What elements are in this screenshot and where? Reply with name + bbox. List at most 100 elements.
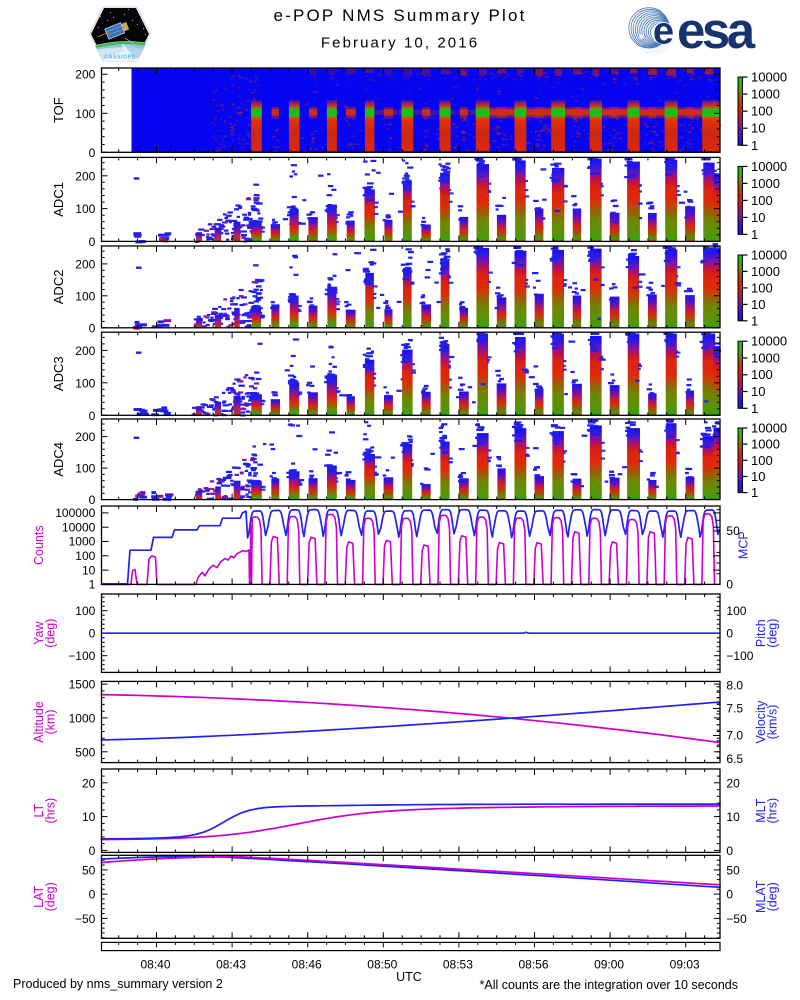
svg-text:0: 0 (89, 627, 96, 641)
svg-text:08:43: 08:43 (216, 957, 246, 971)
svg-text:−100: −100 (68, 649, 95, 663)
svg-text:Counts: Counts (32, 525, 46, 565)
svg-text:100: 100 (75, 202, 95, 216)
svg-text:10: 10 (751, 121, 765, 136)
svg-text:(km): (km) (44, 710, 58, 735)
svg-text:1000: 1000 (751, 176, 780, 191)
svg-text:100: 100 (751, 193, 773, 208)
svg-text:1000: 1000 (751, 351, 780, 366)
svg-text:10: 10 (751, 210, 765, 225)
svg-text:1: 1 (751, 313, 758, 328)
svg-text:e: e (653, 11, 674, 53)
svg-text:7.5: 7.5 (726, 702, 743, 716)
svg-text:7.0: 7.0 (726, 729, 743, 743)
svg-text:10: 10 (726, 810, 740, 824)
svg-text:(deg): (deg) (766, 882, 780, 911)
svg-text:10000: 10000 (751, 248, 787, 263)
svg-text:100: 100 (726, 604, 746, 618)
svg-text:1000: 1000 (69, 711, 96, 725)
svg-text:ADC3: ADC3 (51, 356, 66, 391)
svg-text:ADC1: ADC1 (51, 182, 66, 217)
svg-text:08:40: 08:40 (140, 957, 170, 971)
svg-text:1000: 1000 (751, 437, 780, 452)
svg-text:1: 1 (751, 227, 758, 242)
svg-text:TOF: TOF (51, 97, 66, 123)
svg-text:100: 100 (751, 104, 773, 119)
svg-text:(km/s): (km/s) (766, 705, 780, 740)
svg-text:−50: −50 (726, 912, 747, 926)
svg-text:1: 1 (751, 138, 758, 153)
svg-text:200: 200 (75, 68, 95, 82)
svg-text:February 10, 2016: February 10, 2016 (321, 35, 479, 52)
svg-text:10000: 10000 (751, 421, 787, 436)
svg-text:1500: 1500 (69, 678, 96, 692)
svg-text:0: 0 (89, 235, 96, 249)
svg-text:0: 0 (726, 578, 733, 592)
svg-text:200: 200 (75, 430, 95, 444)
svg-text:100: 100 (75, 462, 95, 476)
svg-text:100: 100 (75, 289, 95, 303)
svg-text:20: 20 (726, 776, 740, 790)
svg-text:ADC2: ADC2 (51, 270, 66, 305)
svg-text:08:56: 08:56 (518, 957, 548, 971)
svg-text:CASSIOPE: CASSIOPE (104, 55, 136, 61)
svg-text:10000: 10000 (751, 159, 787, 174)
svg-text:1: 1 (89, 578, 96, 592)
svg-text:(hrs): (hrs) (44, 798, 58, 824)
svg-text:0: 0 (726, 844, 733, 858)
svg-text:MLT: MLT (754, 798, 768, 822)
svg-text:100: 100 (75, 604, 95, 618)
svg-text:−100: −100 (726, 649, 753, 663)
svg-text:50: 50 (726, 863, 740, 877)
svg-text:200: 200 (75, 344, 95, 358)
svg-text:6.5: 6.5 (726, 752, 743, 766)
svg-text:LT: LT (32, 804, 46, 818)
svg-text:0: 0 (89, 409, 96, 423)
svg-text:Yaw: Yaw (32, 621, 46, 645)
svg-text:10: 10 (82, 563, 96, 577)
svg-text:Velocity: Velocity (754, 700, 768, 744)
svg-text:09:03: 09:03 (670, 957, 700, 971)
svg-text:50: 50 (726, 524, 740, 538)
svg-text:100: 100 (75, 376, 95, 390)
svg-text:0: 0 (89, 321, 96, 335)
svg-text:e-POP NMS Summary Plot: e-POP NMS Summary Plot (273, 6, 526, 25)
svg-text:0: 0 (89, 844, 96, 858)
svg-text:10: 10 (751, 469, 765, 484)
svg-text:08:53: 08:53 (443, 957, 473, 971)
svg-text:UTC: UTC (396, 970, 422, 984)
svg-text:0: 0 (726, 888, 733, 902)
svg-text:10: 10 (82, 810, 96, 824)
svg-text:Altitude: Altitude (32, 701, 46, 743)
svg-text:500: 500 (75, 745, 95, 759)
svg-text:1000: 1000 (751, 87, 780, 102)
svg-text:8.0: 8.0 (726, 679, 743, 693)
svg-text:100: 100 (751, 280, 773, 295)
svg-text:−50: −50 (75, 912, 96, 926)
svg-text:10: 10 (751, 384, 765, 399)
svg-text:1000: 1000 (69, 535, 96, 549)
svg-text:100: 100 (751, 367, 773, 382)
svg-text:200: 200 (75, 257, 95, 271)
svg-text:LAT: LAT (32, 885, 46, 907)
svg-text:0: 0 (726, 627, 733, 641)
svg-text:200: 200 (75, 169, 95, 183)
svg-text:MCP: MCP (737, 531, 751, 559)
svg-text:ADC4: ADC4 (51, 442, 66, 477)
svg-text:(hrs): (hrs) (766, 798, 780, 824)
svg-text:100: 100 (75, 107, 95, 121)
svg-text:100000: 100000 (55, 506, 95, 520)
svg-text:(deg): (deg) (766, 619, 780, 648)
svg-text:1000: 1000 (751, 264, 780, 279)
svg-text:(deg): (deg) (44, 882, 58, 911)
svg-text:Produced by nms_summary versio: Produced by nms_summary version 2 (13, 977, 223, 991)
svg-text:10000: 10000 (751, 70, 787, 85)
svg-text:Pitch: Pitch (754, 619, 768, 647)
svg-text:100: 100 (75, 549, 95, 563)
svg-text:08:50: 08:50 (367, 957, 397, 971)
svg-text:0: 0 (89, 146, 96, 160)
svg-text:10: 10 (751, 297, 765, 312)
svg-text:09:00: 09:00 (594, 957, 624, 971)
svg-text:10000: 10000 (62, 520, 96, 534)
svg-text:0: 0 (89, 888, 96, 902)
